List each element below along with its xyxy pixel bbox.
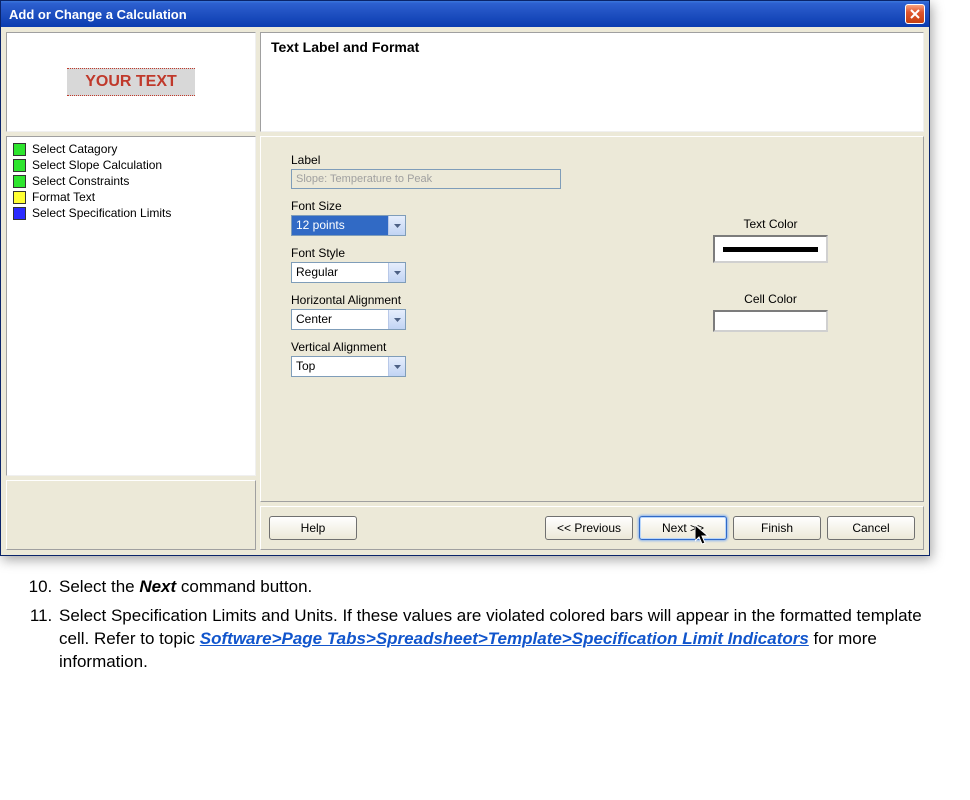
instruction-item: Select Specification Limits and Units. I… bbox=[57, 605, 922, 674]
step-swatch-icon bbox=[13, 207, 26, 220]
halign-value: Center bbox=[292, 310, 388, 329]
dialog-title: Add or Change a Calculation bbox=[9, 7, 187, 22]
step-label: Select Constraints bbox=[32, 174, 129, 188]
text-color-label: Text Color bbox=[713, 217, 828, 231]
step-item[interactable]: Select Specification Limits bbox=[9, 205, 253, 221]
halign-combo[interactable]: Center bbox=[291, 309, 406, 330]
valign-value: Top bbox=[292, 357, 388, 376]
form-panel: Label Font Size 12 points Font bbox=[260, 136, 924, 502]
step-item[interactable]: Format Text bbox=[9, 189, 253, 205]
help-topic-link[interactable]: Software>Page Tabs>Spreadsheet>Template>… bbox=[200, 629, 809, 648]
step-swatch-icon bbox=[13, 143, 26, 156]
steps-list: Select Catagory Select Slope Calculation… bbox=[6, 136, 256, 476]
close-button[interactable] bbox=[905, 4, 925, 24]
step-item[interactable]: Select Slope Calculation bbox=[9, 157, 253, 173]
chevron-down-icon bbox=[388, 263, 405, 282]
help-button[interactable]: Help bbox=[269, 516, 357, 540]
cell-color-picker[interactable] bbox=[713, 310, 828, 332]
label-field-label: Label bbox=[291, 153, 893, 167]
titlebar: Add or Change a Calculation bbox=[1, 1, 929, 27]
text-color-bar-icon bbox=[723, 247, 818, 252]
step-label: Select Slope Calculation bbox=[32, 158, 162, 172]
step-swatch-icon bbox=[13, 191, 26, 204]
left-column: YOUR TEXT Select Catagory Select Slope C… bbox=[6, 32, 256, 550]
dialog-window: Add or Change a Calculation YOUR TEXT Se… bbox=[0, 0, 930, 556]
preview-text: YOUR TEXT bbox=[67, 68, 195, 96]
step-label: Format Text bbox=[32, 190, 95, 204]
step-swatch-icon bbox=[13, 159, 26, 172]
next-button[interactable]: Next >> bbox=[639, 516, 727, 540]
label-input[interactable] bbox=[291, 169, 561, 189]
section-header: Text Label and Format bbox=[260, 32, 924, 132]
chevron-down-icon bbox=[388, 216, 405, 235]
text-color-picker[interactable] bbox=[713, 235, 828, 263]
close-icon bbox=[910, 9, 920, 19]
preview-box: YOUR TEXT bbox=[6, 32, 256, 132]
font-size-combo[interactable]: 12 points bbox=[291, 215, 406, 236]
section-title: Text Label and Format bbox=[271, 39, 419, 55]
button-row: Help << Previous Next >> Finish Cancel bbox=[260, 506, 924, 550]
finish-button[interactable]: Finish bbox=[733, 516, 821, 540]
cancel-button[interactable]: Cancel bbox=[827, 516, 915, 540]
step-label: Select Catagory bbox=[32, 142, 117, 156]
step-label: Select Specification Limits bbox=[32, 206, 171, 220]
step-swatch-icon bbox=[13, 175, 26, 188]
left-spacer bbox=[6, 480, 256, 550]
font-style-combo[interactable]: Regular bbox=[291, 262, 406, 283]
chevron-down-icon bbox=[388, 357, 405, 376]
valign-label: Vertical Alignment bbox=[291, 340, 893, 354]
font-size-value: 12 points bbox=[292, 216, 388, 235]
step-item[interactable]: Select Catagory bbox=[9, 141, 253, 157]
previous-button[interactable]: << Previous bbox=[545, 516, 633, 540]
right-column: Text Label and Format Label Font Size 12… bbox=[260, 32, 924, 550]
step-item[interactable]: Select Constraints bbox=[9, 173, 253, 189]
dialog-body: YOUR TEXT Select Catagory Select Slope C… bbox=[1, 27, 929, 555]
instruction-item: Select the Next command button. bbox=[57, 576, 922, 599]
cell-color-label: Cell Color bbox=[713, 292, 828, 306]
instructions: Select the Next command button. Select S… bbox=[0, 556, 930, 692]
chevron-down-icon bbox=[388, 310, 405, 329]
font-style-value: Regular bbox=[292, 263, 388, 282]
font-size-label: Font Size bbox=[291, 199, 893, 213]
valign-combo[interactable]: Top bbox=[291, 356, 406, 377]
